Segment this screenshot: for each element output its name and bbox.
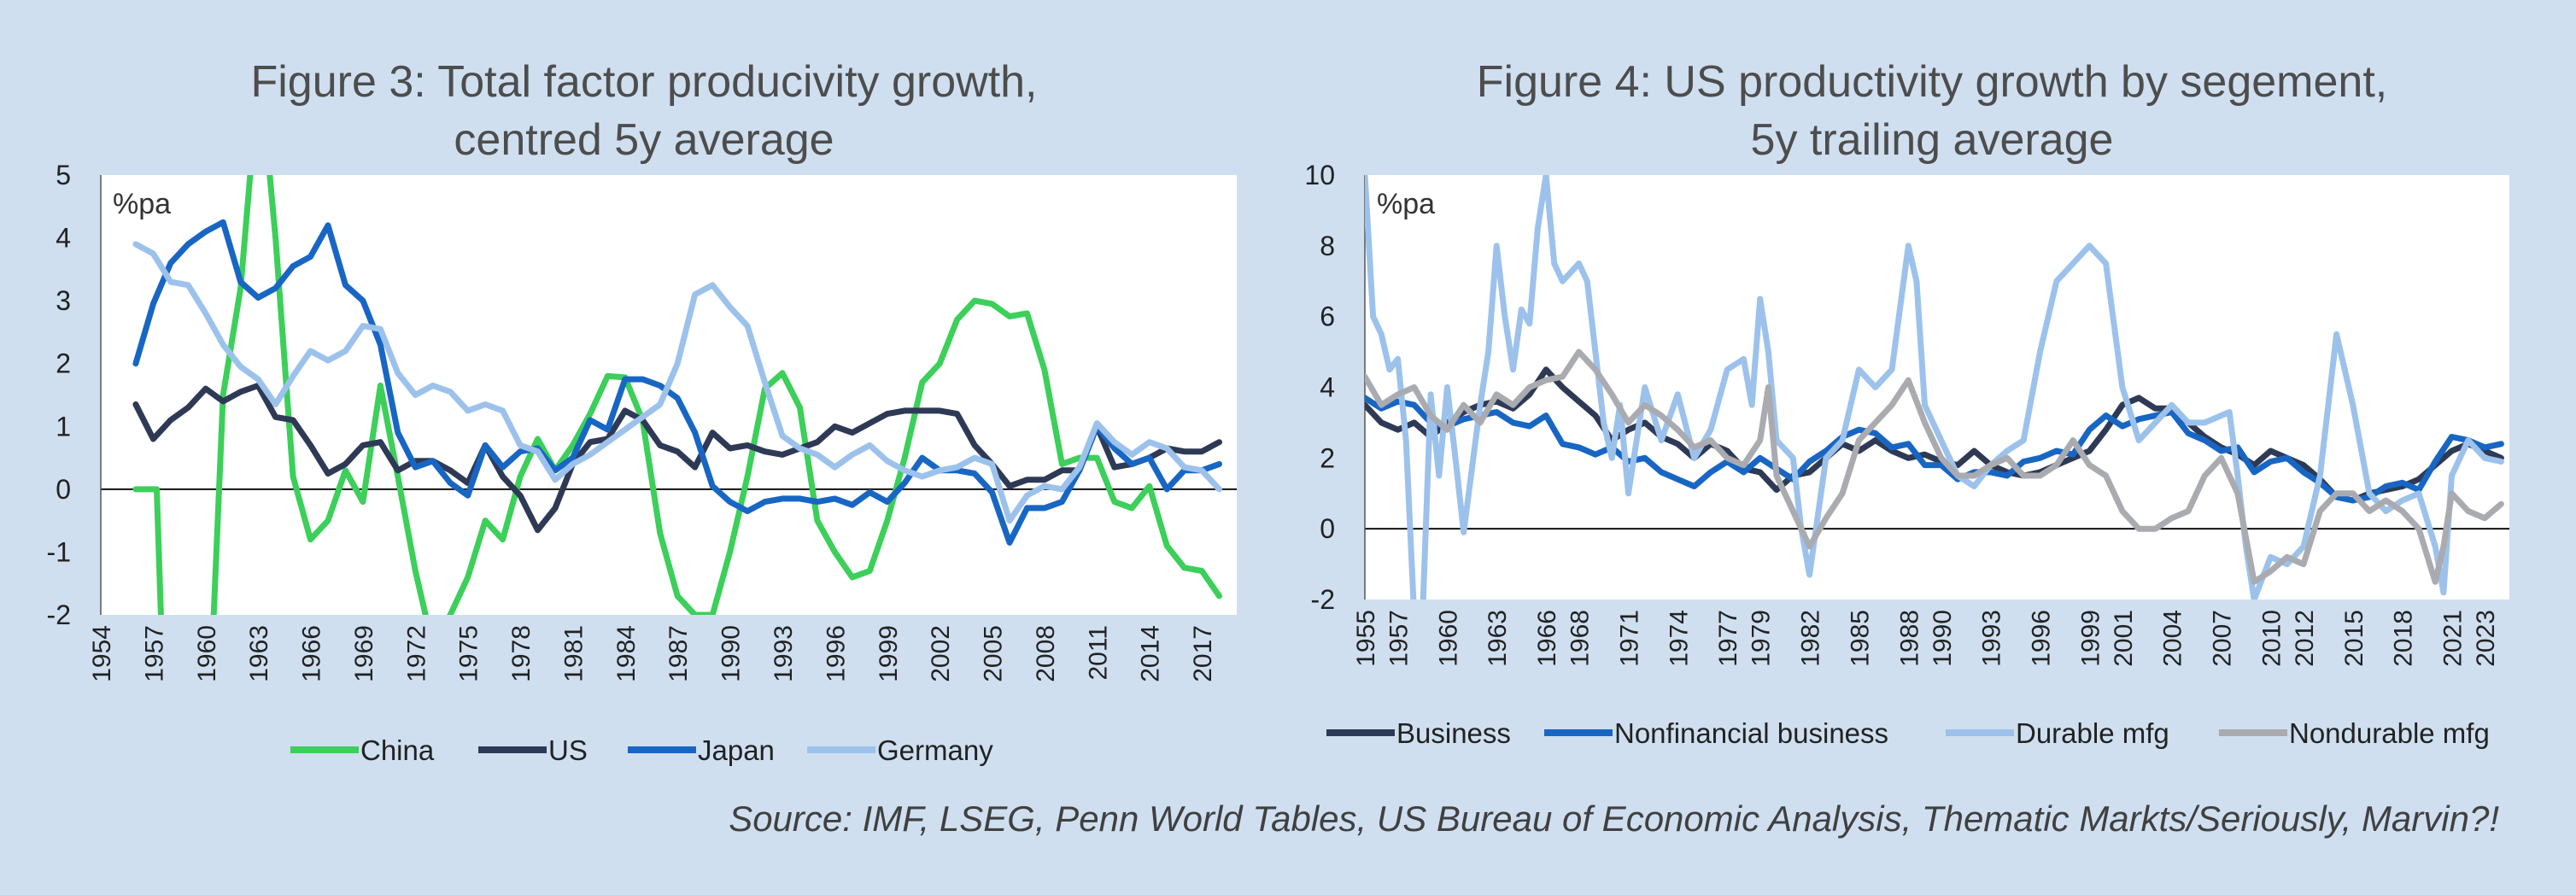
figure-4-title-line1: Figure 4: US productivity growth by sege…	[1476, 57, 2388, 107]
fig4-y-tick-label: 8	[1320, 231, 1335, 261]
fig4-x-tick-label: 1996	[2028, 610, 2056, 667]
fig4-x-tick-label: 1966	[1533, 610, 1561, 667]
fig3-x-tick-label: 1999	[875, 625, 903, 682]
figure-3-title-line2: centred 5y average	[454, 115, 834, 165]
fig4-x-tick-label: 1960	[1434, 610, 1462, 667]
figure-3-chart: -2 -1 0 1 2 3 4 5 1954 1957 1960 1963 1966 1969 1972 19…	[47, 160, 1237, 766]
fig4-y-tick-label: -2	[1311, 584, 1335, 615]
fig3-legend-label: US	[548, 734, 588, 766]
fig4-legend-label: Durable mfg	[2016, 717, 2169, 749]
fig4-x-tick-label: 1999	[2076, 610, 2105, 667]
fig3-y-tick-label: 2	[56, 348, 71, 379]
fig3-x-tick-label: 2005	[980, 625, 1008, 682]
fig3-x-tick-label: 1978	[507, 625, 536, 682]
fig4-x-tick-label: 2023	[2472, 610, 2500, 667]
figure-3-title-line1: Figure 3: Total factor producivity growt…	[250, 57, 1038, 107]
figure-4-panel: Figure 4: US productivity growth by sege…	[1288, 0, 2576, 895]
fig4-x-tick-label: 1968	[1566, 610, 1595, 667]
fig4-series-durable-mfg	[1365, 175, 2504, 600]
fig3-x-tick-label: 1963	[245, 625, 273, 682]
fig3-x-tick-label: 2011	[1084, 625, 1112, 681]
fig3-x-tick-label: 1990	[717, 625, 746, 682]
fig3-x-tick-label: 2017	[1189, 625, 1217, 682]
fig3-x-tick-label: 1960	[193, 625, 221, 682]
source-note: Source: IMF, LSEG, Penn World Tables, US…	[729, 798, 2499, 839]
fig3-x-tick-label: 2014	[1137, 625, 1165, 682]
fig3-x-tick-label: 1975	[455, 625, 483, 682]
fig3-y-tick-label: 0	[56, 474, 71, 505]
fig3-x-tick-label: 1984	[612, 625, 641, 682]
fig4-x-tick-label: 1988	[1895, 610, 1923, 667]
fig4-legend-label: Business	[1396, 717, 1511, 749]
fig3-y-tick-label: -1	[47, 536, 71, 567]
fig4-y-tick-label: 2	[1320, 442, 1335, 473]
fig3-x-tick-label: 1981	[559, 625, 588, 682]
figure-3-title: Figure 3: Total factor producivity growt…	[0, 53, 1288, 169]
fig4-unit-label: %pa	[1377, 188, 1435, 220]
fig3-x-tick-label: 2008	[1032, 625, 1060, 682]
figure-3-panel: Figure 3: Total factor producivity growt…	[0, 53, 1288, 766]
fig4-x-tick-label: 2021	[2439, 610, 2468, 667]
fig4-x-tick-label: 2012	[2291, 610, 2319, 667]
fig3-x-tick-label: 1954	[88, 625, 116, 682]
fig3-legend-label: China	[360, 734, 435, 766]
fig3-series-us	[132, 383, 1222, 534]
fig4-legend-label: Nondurable mfg	[2289, 717, 2490, 749]
fig4-y-tick-label: 0	[1320, 513, 1335, 544]
figure-4-title-line2: 5y trailing average	[1750, 115, 2114, 165]
fig3-y-tick-label: 4	[56, 223, 71, 254]
figure-4-chart: -2 0 2 4 6 8 10 1955 1957 1960 1963 1966 1968 1971 197…	[1304, 160, 2509, 749]
fig4-x-tick-label: 2001	[2110, 610, 2138, 667]
fig4-x-tick-label: 1971	[1615, 610, 1643, 667]
fig3-y-tick-label: 1	[56, 411, 71, 442]
fig3-unit-label: %pa	[113, 188, 171, 220]
figure-4-title: Figure 4: US productivity growth by sege…	[1288, 53, 2576, 169]
fig4-y-tick-label: 6	[1320, 301, 1335, 332]
fig3-legend-label: Japan	[698, 734, 775, 766]
fig3-y-tick-label: -2	[47, 600, 71, 630]
fig3-x-tick-label: 1969	[350, 625, 378, 682]
fig3-y-tick-label: 3	[56, 285, 71, 316]
fig3-x-tick-label: 2002	[927, 625, 955, 682]
fig4-series-nonfinancial-business	[1365, 395, 2504, 504]
fig3-series-germany	[132, 241, 1222, 524]
fig4-legend-label: Nonfinancial business	[1614, 717, 1888, 749]
fig4-x-tick-label: 2018	[2390, 610, 2418, 667]
fig4-x-tick-label: 2007	[2209, 610, 2237, 667]
fig4-y-tick-label: 4	[1320, 372, 1335, 403]
fig4-x-tick-label: 1982	[1797, 610, 1825, 667]
fig3-x-tick-label: 1993	[770, 625, 798, 682]
fig4-x-tick-label: 1974	[1665, 610, 1693, 667]
fig3-x-tick-label: 1972	[402, 625, 430, 682]
fig4-x-tick-label: 2004	[2159, 610, 2187, 667]
fig4-x-tick-label: 1993	[1978, 610, 2006, 667]
fig4-x-tick-label: 2015	[2340, 610, 2368, 667]
fig4-x-tick-label: 1990	[1929, 610, 1957, 667]
fig4-series-nondurable-mfg	[1365, 348, 2504, 585]
fig3-x-tick-label: 1996	[822, 625, 850, 682]
fig4-x-tick-label: 1985	[1846, 610, 1874, 667]
fig4-x-tick-label: 1979	[1748, 610, 1776, 667]
fig4-x-tick-label: 1977	[1714, 610, 1742, 667]
fig3-legend-label: Germany	[877, 734, 993, 766]
fig4-x-tick-label: 2010	[2257, 610, 2286, 667]
fig3-series-japan	[132, 219, 1222, 546]
fig3-y-tick-label: 5	[56, 160, 71, 190]
fig3-x-tick-label: 1987	[664, 625, 693, 682]
fig4-x-tick-label: 1957	[1385, 610, 1414, 667]
fig4-x-tick-label: 1963	[1484, 610, 1512, 667]
fig3-x-tick-label: 1966	[298, 625, 326, 682]
fig4-x-tick-label: 1955	[1352, 610, 1380, 667]
fig4-y-tick-label: 10	[1304, 160, 1335, 190]
fig3-x-tick-label: 1957	[140, 625, 168, 682]
